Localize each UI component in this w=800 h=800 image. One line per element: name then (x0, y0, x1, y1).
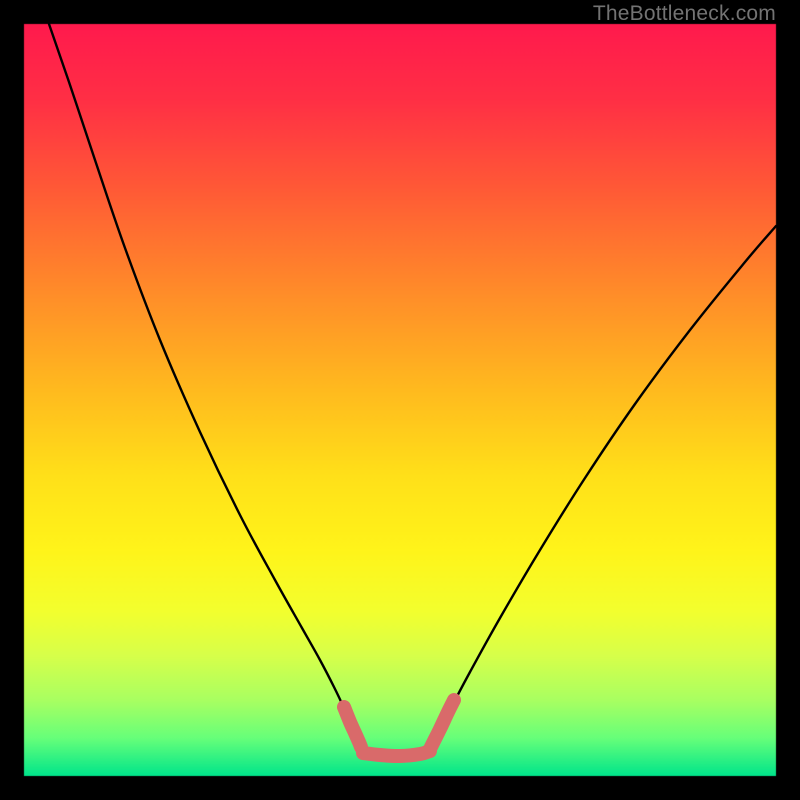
chart-stage: TheBottleneck.com (0, 0, 800, 800)
highlight-segment-1 (363, 751, 430, 756)
highlight-segment-0 (344, 707, 361, 747)
curve-overlay (0, 0, 800, 800)
watermark-text: TheBottleneck.com (593, 2, 776, 26)
bottleneck-curve (49, 24, 776, 755)
highlight-segment-2 (430, 700, 454, 749)
